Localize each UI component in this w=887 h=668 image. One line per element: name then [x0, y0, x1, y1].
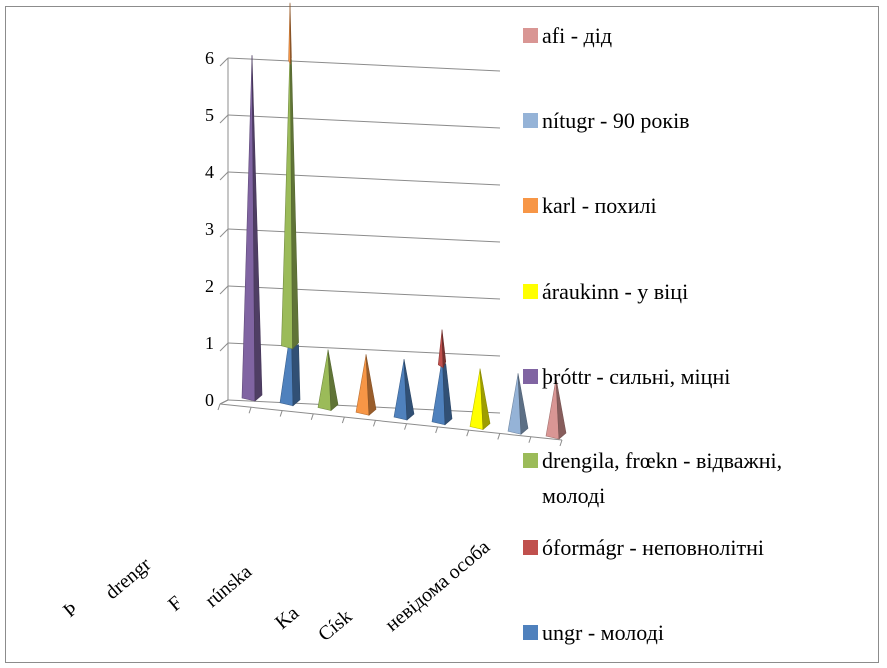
legend-swatch: [523, 198, 538, 213]
legend-swatch: [523, 540, 538, 555]
y-tick-label: 2: [205, 276, 214, 296]
pyramid-segment-shade: [289, 59, 299, 350]
floor-front-edge: [219, 403, 563, 441]
x-axis-label: drengr: [101, 553, 155, 604]
legend-label: drengila, frœkn - відважні,: [542, 448, 782, 473]
x-tick: [435, 426, 439, 434]
pyramid-segment-shade: [291, 344, 301, 407]
floor-left-edge: [219, 399, 229, 405]
x-tick: [466, 430, 470, 437]
legend-swatch: [523, 113, 538, 128]
x-tick: [279, 410, 283, 417]
side-gridline: [219, 342, 229, 352]
x-axis-label: rúnska: [201, 561, 256, 612]
side-gridline: [219, 285, 229, 295]
pyramid-segment-shade: [403, 358, 415, 421]
y-axis-ticks: 0 1 2 3 4 5 6: [205, 48, 214, 410]
pyramid-segment-shade: [289, 2, 292, 64]
y-tick-label: 0: [205, 390, 214, 410]
x-tick: [372, 420, 376, 427]
x-tick: [310, 413, 314, 420]
legend-swatch: [523, 625, 538, 640]
x-axis-label: F: [164, 592, 187, 616]
pyramid-segment-shade: [365, 354, 377, 416]
legend-swatch: [523, 284, 538, 299]
x-axis-label: Þ: [59, 598, 82, 622]
x-axis-label: Ka: [271, 602, 303, 634]
y-tick-label: 4: [205, 162, 214, 182]
y-tick-label: 6: [205, 48, 214, 68]
pyramid-segment-shade: [517, 373, 529, 435]
legend-label: nítugr - 90 років: [542, 108, 690, 133]
side-gridline: [219, 228, 229, 238]
legend-label: ungr - молоді: [542, 620, 664, 645]
gridline: [227, 114, 501, 129]
legend-swatch: [523, 369, 538, 384]
legend-label: áraukinn - у віці: [542, 279, 688, 304]
pyramid-segment-shade: [442, 363, 453, 426]
gridline: [227, 171, 501, 186]
x-tick: [497, 433, 501, 440]
legend: afi - дід nítugr - 90 років karl - похилі á…: [523, 23, 782, 645]
pyramid-segment-shade: [479, 368, 491, 431]
pyramid-segment-shade: [555, 377, 567, 440]
side-gridline: [219, 171, 229, 181]
x-axis-label: невідома особа: [381, 536, 494, 636]
x-tick: [559, 439, 563, 447]
gridline: [227, 57, 501, 72]
legend-swatch: [523, 28, 538, 43]
gridline: [227, 228, 501, 243]
x-tick: [248, 407, 252, 414]
y-tick-label: 3: [205, 219, 214, 239]
legend-label: karl - похилі: [542, 193, 657, 218]
pyramid-segment-shade: [251, 54, 263, 402]
legend-swatch: [523, 453, 538, 468]
chart-gridlines: [217, 57, 563, 447]
gridline: [227, 285, 501, 300]
x-tick: [528, 436, 532, 443]
pyramid-segment: [279, 345, 294, 407]
y-tick-label: 1: [205, 333, 214, 353]
x-axis-label: Císk: [314, 605, 356, 645]
side-gridline: [219, 114, 229, 124]
legend-label: afi - дід: [542, 23, 612, 48]
data-pyramids: [241, 2, 567, 440]
side-gridline: [219, 57, 229, 67]
gridline: [227, 342, 501, 357]
pyramid-segment-shade: [327, 349, 339, 412]
x-tick: [217, 403, 221, 411]
pyramid-segment-shade: [441, 329, 447, 368]
x-tick: [341, 416, 345, 424]
x-tick: [404, 423, 408, 430]
legend-label: þróttr - сильні, міцні: [542, 364, 730, 389]
y-tick-label: 5: [205, 105, 214, 125]
legend-label: óformágr - неповнолітні: [542, 535, 764, 560]
legend-label: молоді: [542, 483, 605, 508]
